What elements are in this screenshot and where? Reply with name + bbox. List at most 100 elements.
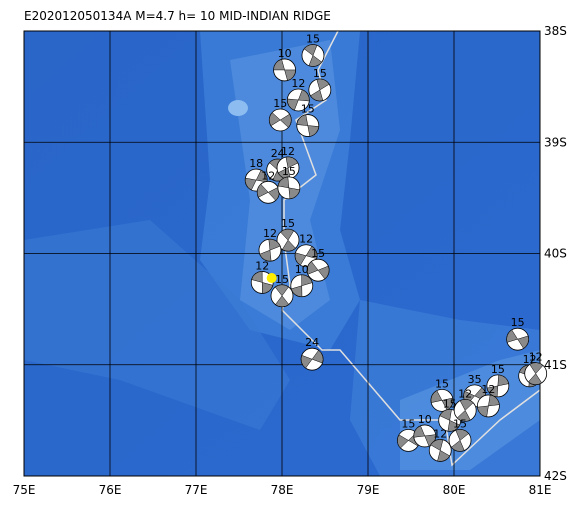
compression-quadrant — [288, 187, 301, 200]
compression-quadrant — [430, 439, 444, 451]
focal-mechanism — [286, 88, 310, 112]
focal-mechanism — [306, 258, 330, 282]
focal-mechanism — [300, 347, 324, 371]
depth-label: 15 — [311, 247, 325, 260]
compression-quadrant — [305, 245, 318, 259]
focal-mechanism — [453, 398, 477, 422]
depth-label: 10 — [418, 413, 432, 426]
compression-quadrant — [273, 59, 285, 71]
depth-label: 12 — [263, 227, 277, 240]
compression-quadrant — [459, 399, 474, 411]
compression-quadrant — [287, 98, 299, 111]
depth-label: 15 — [301, 103, 315, 116]
compression-quadrant — [301, 274, 313, 287]
focal-mechanism — [256, 180, 280, 204]
depth-label: 18 — [249, 157, 263, 170]
depth-label: 12 — [261, 169, 275, 182]
compression-quadrant — [279, 113, 292, 128]
depth-label: 15 — [273, 97, 287, 110]
compression-quadrant — [285, 156, 299, 169]
compression-quadrant — [316, 78, 330, 91]
depth-label: 24 — [305, 336, 319, 349]
depth-label: 15 — [491, 363, 505, 376]
focal-mechanism — [486, 374, 510, 398]
depth-label: 15 — [401, 417, 415, 430]
compression-quadrant — [284, 69, 296, 81]
depth-label: 10 — [295, 263, 309, 276]
depth-label: 15 — [435, 377, 449, 390]
compression-quadrant — [437, 450, 451, 462]
depth-label: 12 — [299, 233, 313, 246]
focal-mechanism — [301, 44, 325, 67]
compression-quadrant — [488, 394, 500, 407]
compression-quadrant — [259, 249, 272, 262]
compression-quadrant — [310, 89, 324, 102]
compression-quadrant — [300, 355, 313, 369]
focal-mechanism — [308, 78, 332, 102]
compression-quadrant — [456, 409, 471, 422]
focal-mechanism — [506, 327, 530, 351]
depth-label: 15 — [313, 67, 327, 80]
compression-quadrant — [477, 405, 489, 418]
compression-quadrant — [308, 55, 323, 67]
compression-quadrant — [517, 335, 529, 349]
compression-quadrant — [451, 439, 465, 452]
compression-quadrant — [296, 114, 309, 126]
focal-mechanism — [290, 274, 314, 298]
lon-tick-label: 75E — [13, 483, 36, 497]
depth-label: 12 — [458, 387, 472, 400]
depth-label: 12 — [529, 351, 543, 364]
lat-tick-label: 41S — [544, 358, 567, 372]
compression-quadrant — [261, 282, 274, 294]
depth-label: 12 — [481, 383, 495, 396]
compression-quadrant — [303, 44, 318, 56]
depth-label: 12 — [255, 259, 269, 272]
compression-quadrant — [274, 284, 289, 297]
lat-tick-label: 40S — [544, 247, 567, 261]
compression-quadrant — [280, 228, 295, 241]
focal-mechanism — [270, 284, 294, 308]
focal-mechanism — [258, 238, 282, 262]
epicenter — [266, 272, 277, 283]
lon-tick-label: 77E — [185, 483, 208, 497]
graticule — [23, 30, 541, 477]
lon-tick-label: 81E — [529, 483, 552, 497]
focal-mechanism — [524, 362, 548, 386]
map-title: E202012050134A M=4.7 h= 10 MID-INDIAN RI… — [24, 9, 331, 23]
focal-mechanism — [273, 58, 296, 82]
compression-quadrant — [497, 374, 509, 387]
compression-quadrant — [311, 349, 324, 364]
compression-quadrant — [447, 420, 461, 432]
compression-quadrant — [256, 183, 269, 198]
focal-mechanism — [296, 114, 320, 137]
compression-quadrant — [486, 385, 499, 398]
lon-tick-label: 79E — [357, 483, 380, 497]
compression-quadrant — [297, 89, 310, 102]
depth-label: 15 — [453, 417, 467, 430]
depth-label: 15 — [306, 32, 320, 45]
depth-label: 10 — [278, 47, 292, 60]
lat-tick-label: 38S — [544, 24, 567, 38]
lat-tick-label: 39S — [544, 135, 567, 149]
compression-quadrant — [306, 261, 319, 275]
compression-quadrant — [439, 409, 452, 421]
lat-tick-label: 42S — [544, 469, 567, 483]
compression-quadrant — [277, 176, 290, 189]
focal-mechanism — [476, 394, 500, 418]
compression-quadrant — [397, 434, 409, 449]
focal-mechanism — [250, 271, 274, 294]
lon-tick-label: 76E — [99, 483, 122, 497]
depth-label: 12 — [291, 77, 305, 90]
focal-mechanism — [430, 388, 454, 412]
focal-mechanism — [448, 428, 472, 452]
compression-quadrant — [281, 239, 296, 252]
compression-quadrant — [307, 125, 320, 137]
depth-label: 24 — [271, 147, 285, 160]
compression-quadrant — [528, 373, 543, 385]
compression-quadrant — [275, 295, 290, 308]
compression-quadrant — [269, 112, 281, 127]
compression-quadrant — [413, 425, 426, 438]
focal-mechanism — [276, 228, 300, 252]
compression-quadrant — [244, 177, 257, 191]
focal-mechanism — [428, 439, 452, 462]
